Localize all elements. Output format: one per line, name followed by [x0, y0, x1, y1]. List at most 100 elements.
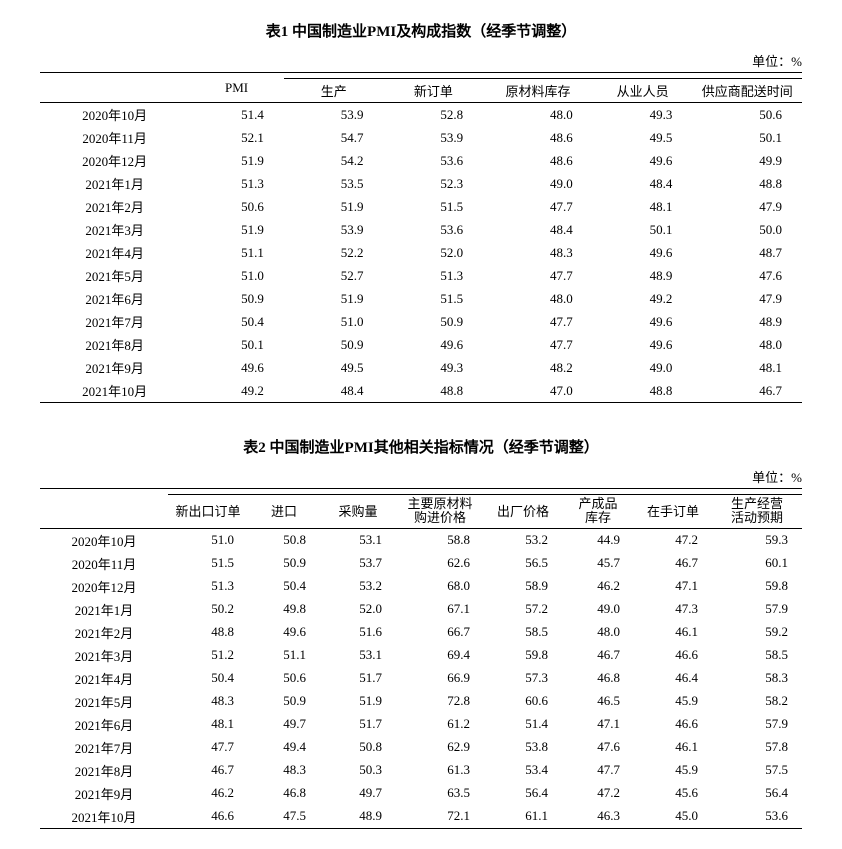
date-cell: 2021年3月	[40, 644, 168, 667]
num-cell: 53.1	[320, 644, 396, 667]
num-cell: 51.4	[484, 713, 562, 736]
num-cell: 47.0	[483, 379, 593, 403]
date-cell: 2020年12月	[40, 149, 189, 172]
num-cell: 51.9	[320, 690, 396, 713]
num-cell: 49.6	[189, 356, 284, 379]
num-cell: 47.6	[562, 736, 634, 759]
num-cell: 67.1	[396, 598, 484, 621]
num-cell: 53.2	[484, 528, 562, 552]
num-cell: 53.8	[484, 736, 562, 759]
num-cell: 49.4	[248, 736, 320, 759]
num-cell: 49.5	[284, 356, 384, 379]
num-cell: 49.3	[384, 356, 484, 379]
num-cell: 56.5	[484, 552, 562, 575]
num-cell: 51.5	[384, 287, 484, 310]
table-row: 2021年8月46.748.350.361.353.447.745.957.5	[40, 759, 802, 782]
num-cell: 48.0	[562, 621, 634, 644]
num-cell: 59.2	[712, 621, 802, 644]
num-cell: 49.6	[384, 333, 484, 356]
table-row: 2021年9月46.246.849.763.556.447.245.656.4	[40, 782, 802, 805]
num-cell: 51.9	[189, 149, 284, 172]
num-cell: 51.0	[168, 528, 248, 552]
table2-col-header: 主要原材料购进价格	[396, 495, 484, 529]
num-cell: 61.2	[396, 713, 484, 736]
date-cell: 2021年8月	[40, 759, 168, 782]
date-cell: 2021年1月	[40, 172, 189, 195]
num-cell: 46.8	[562, 667, 634, 690]
table1-col-header: 从业人员	[593, 79, 693, 103]
num-cell: 51.6	[320, 621, 396, 644]
num-cell: 50.1	[593, 218, 693, 241]
num-cell: 72.8	[396, 690, 484, 713]
num-cell: 52.2	[284, 241, 384, 264]
num-cell: 52.3	[384, 172, 484, 195]
num-cell: 50.8	[248, 528, 320, 552]
table2-title: 表2 中国制造业PMI其他相关指标情况（经季节调整）	[40, 436, 802, 457]
num-cell: 53.9	[284, 218, 384, 241]
num-cell: 49.0	[593, 356, 693, 379]
num-cell: 53.6	[384, 218, 484, 241]
num-cell: 46.4	[634, 667, 712, 690]
num-cell: 47.7	[483, 195, 593, 218]
num-cell: 54.2	[284, 149, 384, 172]
num-cell: 59.3	[712, 528, 802, 552]
num-cell: 66.7	[396, 621, 484, 644]
num-cell: 63.5	[396, 782, 484, 805]
num-cell: 46.3	[562, 805, 634, 829]
num-cell: 49.6	[593, 241, 693, 264]
num-cell: 49.0	[562, 598, 634, 621]
num-cell: 51.3	[189, 172, 284, 195]
num-cell: 47.7	[168, 736, 248, 759]
num-cell: 51.0	[189, 264, 284, 287]
date-cell: 2021年2月	[40, 621, 168, 644]
num-cell: 47.1	[562, 713, 634, 736]
num-cell: 48.4	[284, 379, 384, 403]
num-cell: 69.4	[396, 644, 484, 667]
num-cell: 58.3	[712, 667, 802, 690]
table2-col-header: 产成品库存	[562, 495, 634, 529]
num-cell: 50.9	[284, 333, 384, 356]
date-cell: 2021年1月	[40, 598, 168, 621]
num-cell: 47.5	[248, 805, 320, 829]
table-row: 2021年2月50.651.951.547.748.147.9	[40, 195, 802, 218]
num-cell: 57.9	[712, 713, 802, 736]
num-cell: 53.5	[284, 172, 384, 195]
num-cell: 48.0	[483, 103, 593, 127]
date-cell: 2020年11月	[40, 552, 168, 575]
date-cell: 2020年12月	[40, 575, 168, 598]
num-cell: 46.2	[168, 782, 248, 805]
num-cell: 50.4	[248, 575, 320, 598]
table-row: 2021年3月51.251.153.169.459.846.746.658.5	[40, 644, 802, 667]
date-cell: 2021年4月	[40, 667, 168, 690]
num-cell: 49.6	[593, 310, 693, 333]
num-cell: 57.9	[712, 598, 802, 621]
table2-col-header: 在手订单	[634, 495, 712, 529]
table2-col-header: 新出口订单	[168, 495, 248, 529]
num-cell: 46.1	[634, 736, 712, 759]
num-cell: 51.5	[384, 195, 484, 218]
num-cell: 48.9	[692, 310, 802, 333]
date-cell: 2021年6月	[40, 713, 168, 736]
num-cell: 47.7	[483, 333, 593, 356]
num-cell: 49.6	[593, 149, 693, 172]
table-row: 2021年6月50.951.951.548.049.247.9	[40, 287, 802, 310]
num-cell: 46.1	[634, 621, 712, 644]
num-cell: 51.0	[284, 310, 384, 333]
table-row: 2021年8月50.150.949.647.749.648.0	[40, 333, 802, 356]
num-cell: 48.8	[168, 621, 248, 644]
num-cell: 50.3	[320, 759, 396, 782]
date-cell: 2021年3月	[40, 218, 189, 241]
date-cell: 2021年4月	[40, 241, 189, 264]
num-cell: 48.3	[248, 759, 320, 782]
num-cell: 52.1	[189, 126, 284, 149]
num-cell: 45.9	[634, 759, 712, 782]
num-cell: 53.2	[320, 575, 396, 598]
num-cell: 51.9	[284, 287, 384, 310]
num-cell: 46.7	[692, 379, 802, 403]
table-row: 2021年2月48.849.651.666.758.548.046.159.2	[40, 621, 802, 644]
num-cell: 48.1	[692, 356, 802, 379]
num-cell: 50.9	[248, 690, 320, 713]
num-cell: 56.4	[712, 782, 802, 805]
num-cell: 68.0	[396, 575, 484, 598]
num-cell: 46.2	[562, 575, 634, 598]
